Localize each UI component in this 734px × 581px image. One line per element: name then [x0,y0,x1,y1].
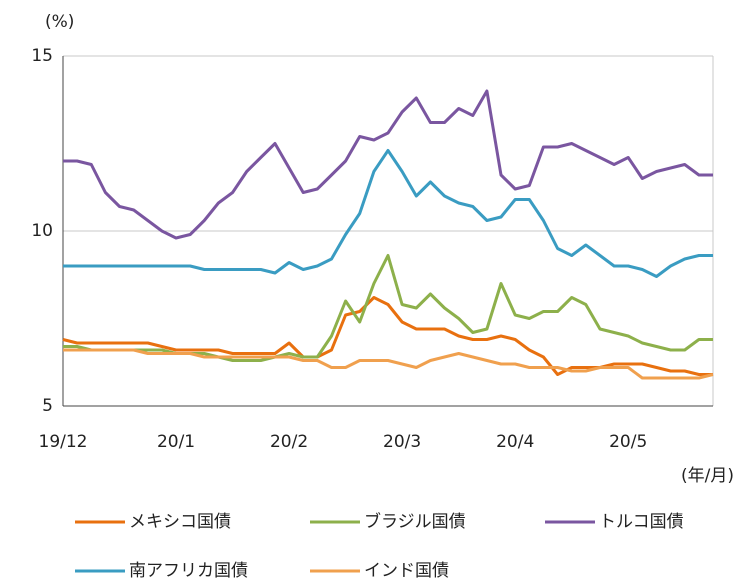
x-tick-label: 20/1 [157,432,195,452]
series-line [63,149,713,278]
legend-label: インド国債 [364,561,449,581]
series-line [63,89,713,240]
x-tick-label: 20/2 [270,432,308,452]
x-tick-label: 20/4 [496,432,534,452]
legend-label: 南アフリカ国債 [129,561,248,581]
y-axis-label: (%) [45,12,74,32]
legend-label: メキシコ国債 [129,512,231,532]
x-tick-label: 19/12 [39,432,88,452]
y-tick-label: 15 [31,46,53,66]
x-tick-label: 20/3 [383,432,421,452]
x-axis-label: (年/月) [681,466,734,486]
legend-label: ブラジル国債 [364,511,466,532]
y-tick-label: 10 [31,221,53,241]
series-line [63,348,714,380]
x-tick-label: 20/5 [609,432,647,452]
legend-label: トルコ国債 [599,512,684,532]
series-line [62,296,713,376]
y-tick-label: 5 [42,396,53,416]
